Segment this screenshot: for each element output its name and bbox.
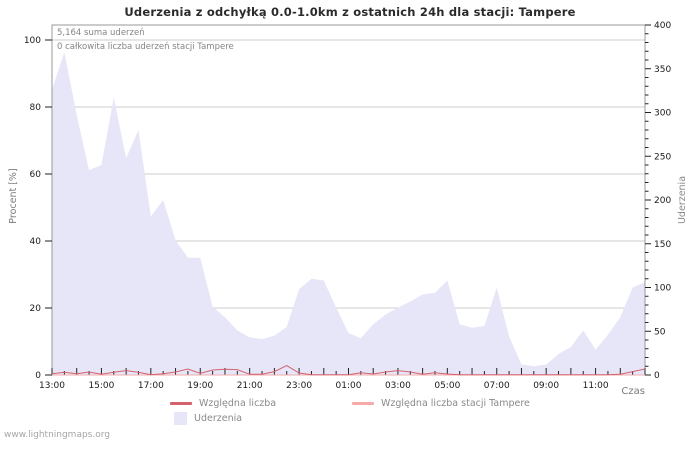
- svg-text:100: 100: [24, 36, 41, 46]
- x-axis-title: Czas: [621, 386, 645, 397]
- right-axis-title: Uderzenia: [677, 175, 688, 225]
- legend-item-relative-count: Względna liczba: [170, 398, 276, 409]
- line-series: [51, 365, 646, 376]
- legend-line-swatch: [170, 402, 192, 405]
- legend-line-swatch: [352, 402, 374, 405]
- svg-text:200: 200: [654, 196, 671, 206]
- svg-text:250: 250: [654, 152, 671, 162]
- svg-text:400: 400: [654, 21, 671, 31]
- svg-text:11:00: 11:00: [583, 381, 609, 391]
- svg-text:07:00: 07:00: [484, 381, 510, 391]
- svg-text:150: 150: [654, 240, 671, 250]
- chart-title: Uderzenia z odchyłką 0.0-1.0km z ostatni…: [124, 5, 576, 19]
- svg-text:40: 40: [30, 237, 42, 247]
- svg-text:21:00: 21:00: [237, 381, 263, 391]
- svg-text:13:00: 13:00: [39, 381, 65, 391]
- svg-text:17:00: 17:00: [138, 381, 164, 391]
- legend-label: Uderzenia: [194, 413, 243, 424]
- svg-text:100: 100: [654, 284, 671, 294]
- svg-text:09:00: 09:00: [533, 381, 559, 391]
- svg-text:20: 20: [30, 304, 42, 314]
- svg-text:0: 0: [654, 371, 660, 381]
- svg-text:01:00: 01:00: [336, 381, 362, 391]
- watermark-link[interactable]: www.lightningmaps.org: [4, 430, 110, 440]
- svg-text:350: 350: [654, 65, 671, 75]
- legend-area-swatch: [174, 412, 187, 425]
- legend-label: Względna liczba stacji Tampere: [381, 398, 530, 409]
- left-axis-ticks: 0 20 40 60 80 100: [24, 36, 52, 381]
- area-series-uderzenia: [52, 52, 645, 375]
- svg-text:03:00: 03:00: [385, 381, 411, 391]
- annotation-total-strikes: 5,164 suma uderzeń: [57, 28, 145, 38]
- svg-text:19:00: 19:00: [187, 381, 213, 391]
- svg-text:0: 0: [35, 371, 41, 381]
- svg-text:80: 80: [30, 103, 42, 113]
- svg-text:60: 60: [30, 170, 42, 180]
- x-axis-ticks: 13:00 15:00 17:00 19:00 21:00 23:00 01:00 03:00…: [39, 368, 646, 391]
- legend-item-strikes: Uderzenia: [174, 412, 242, 425]
- annotation-station-strikes: 0 całkowita liczba uderzeń stacji Tamper…: [57, 42, 234, 52]
- legend-label: Względna liczba: [199, 398, 277, 409]
- svg-text:300: 300: [654, 109, 671, 119]
- left-axis-title: Procent [%]: [8, 168, 19, 224]
- legend-item-station-relative-count: Względna liczba stacji Tampere: [352, 398, 530, 409]
- svg-text:05:00: 05:00: [434, 381, 460, 391]
- svg-text:15:00: 15:00: [88, 381, 114, 391]
- right-axis-ticks: 0 50 100 150 200 250 300 350 400: [645, 21, 671, 381]
- svg-text:50: 50: [654, 327, 666, 337]
- svg-text:23:00: 23:00: [286, 381, 312, 391]
